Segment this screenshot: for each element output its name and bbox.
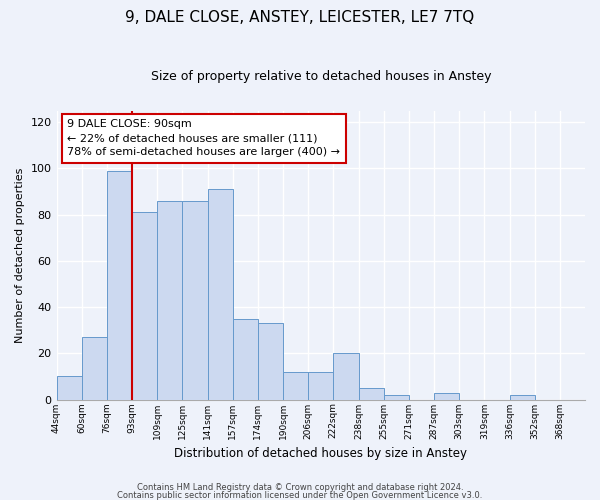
Bar [157, 200, 182, 400]
X-axis label: Distribution of detached houses by size in Anstey: Distribution of detached houses by size … [174, 447, 467, 460]
Bar [308, 372, 334, 400]
Title: Size of property relative to detached houses in Anstey: Size of property relative to detached ho… [151, 70, 491, 83]
Bar [132, 212, 157, 400]
Bar [383, 395, 409, 400]
Bar [233, 318, 258, 400]
Bar [258, 323, 283, 400]
Bar [208, 189, 233, 400]
Text: Contains public sector information licensed under the Open Government Licence v3: Contains public sector information licen… [118, 491, 482, 500]
Bar [509, 395, 535, 400]
Bar [359, 388, 383, 400]
Bar [82, 337, 107, 400]
Bar [107, 170, 132, 400]
Bar [434, 392, 459, 400]
Text: 9 DALE CLOSE: 90sqm
← 22% of detached houses are smaller (111)
78% of semi-detac: 9 DALE CLOSE: 90sqm ← 22% of detached ho… [67, 119, 340, 157]
Bar [334, 354, 359, 400]
Bar [283, 372, 308, 400]
Bar [182, 200, 208, 400]
Y-axis label: Number of detached properties: Number of detached properties [15, 168, 25, 342]
Text: 9, DALE CLOSE, ANSTEY, LEICESTER, LE7 7TQ: 9, DALE CLOSE, ANSTEY, LEICESTER, LE7 7T… [125, 10, 475, 25]
Text: Contains HM Land Registry data © Crown copyright and database right 2024.: Contains HM Land Registry data © Crown c… [137, 484, 463, 492]
Bar [56, 376, 82, 400]
